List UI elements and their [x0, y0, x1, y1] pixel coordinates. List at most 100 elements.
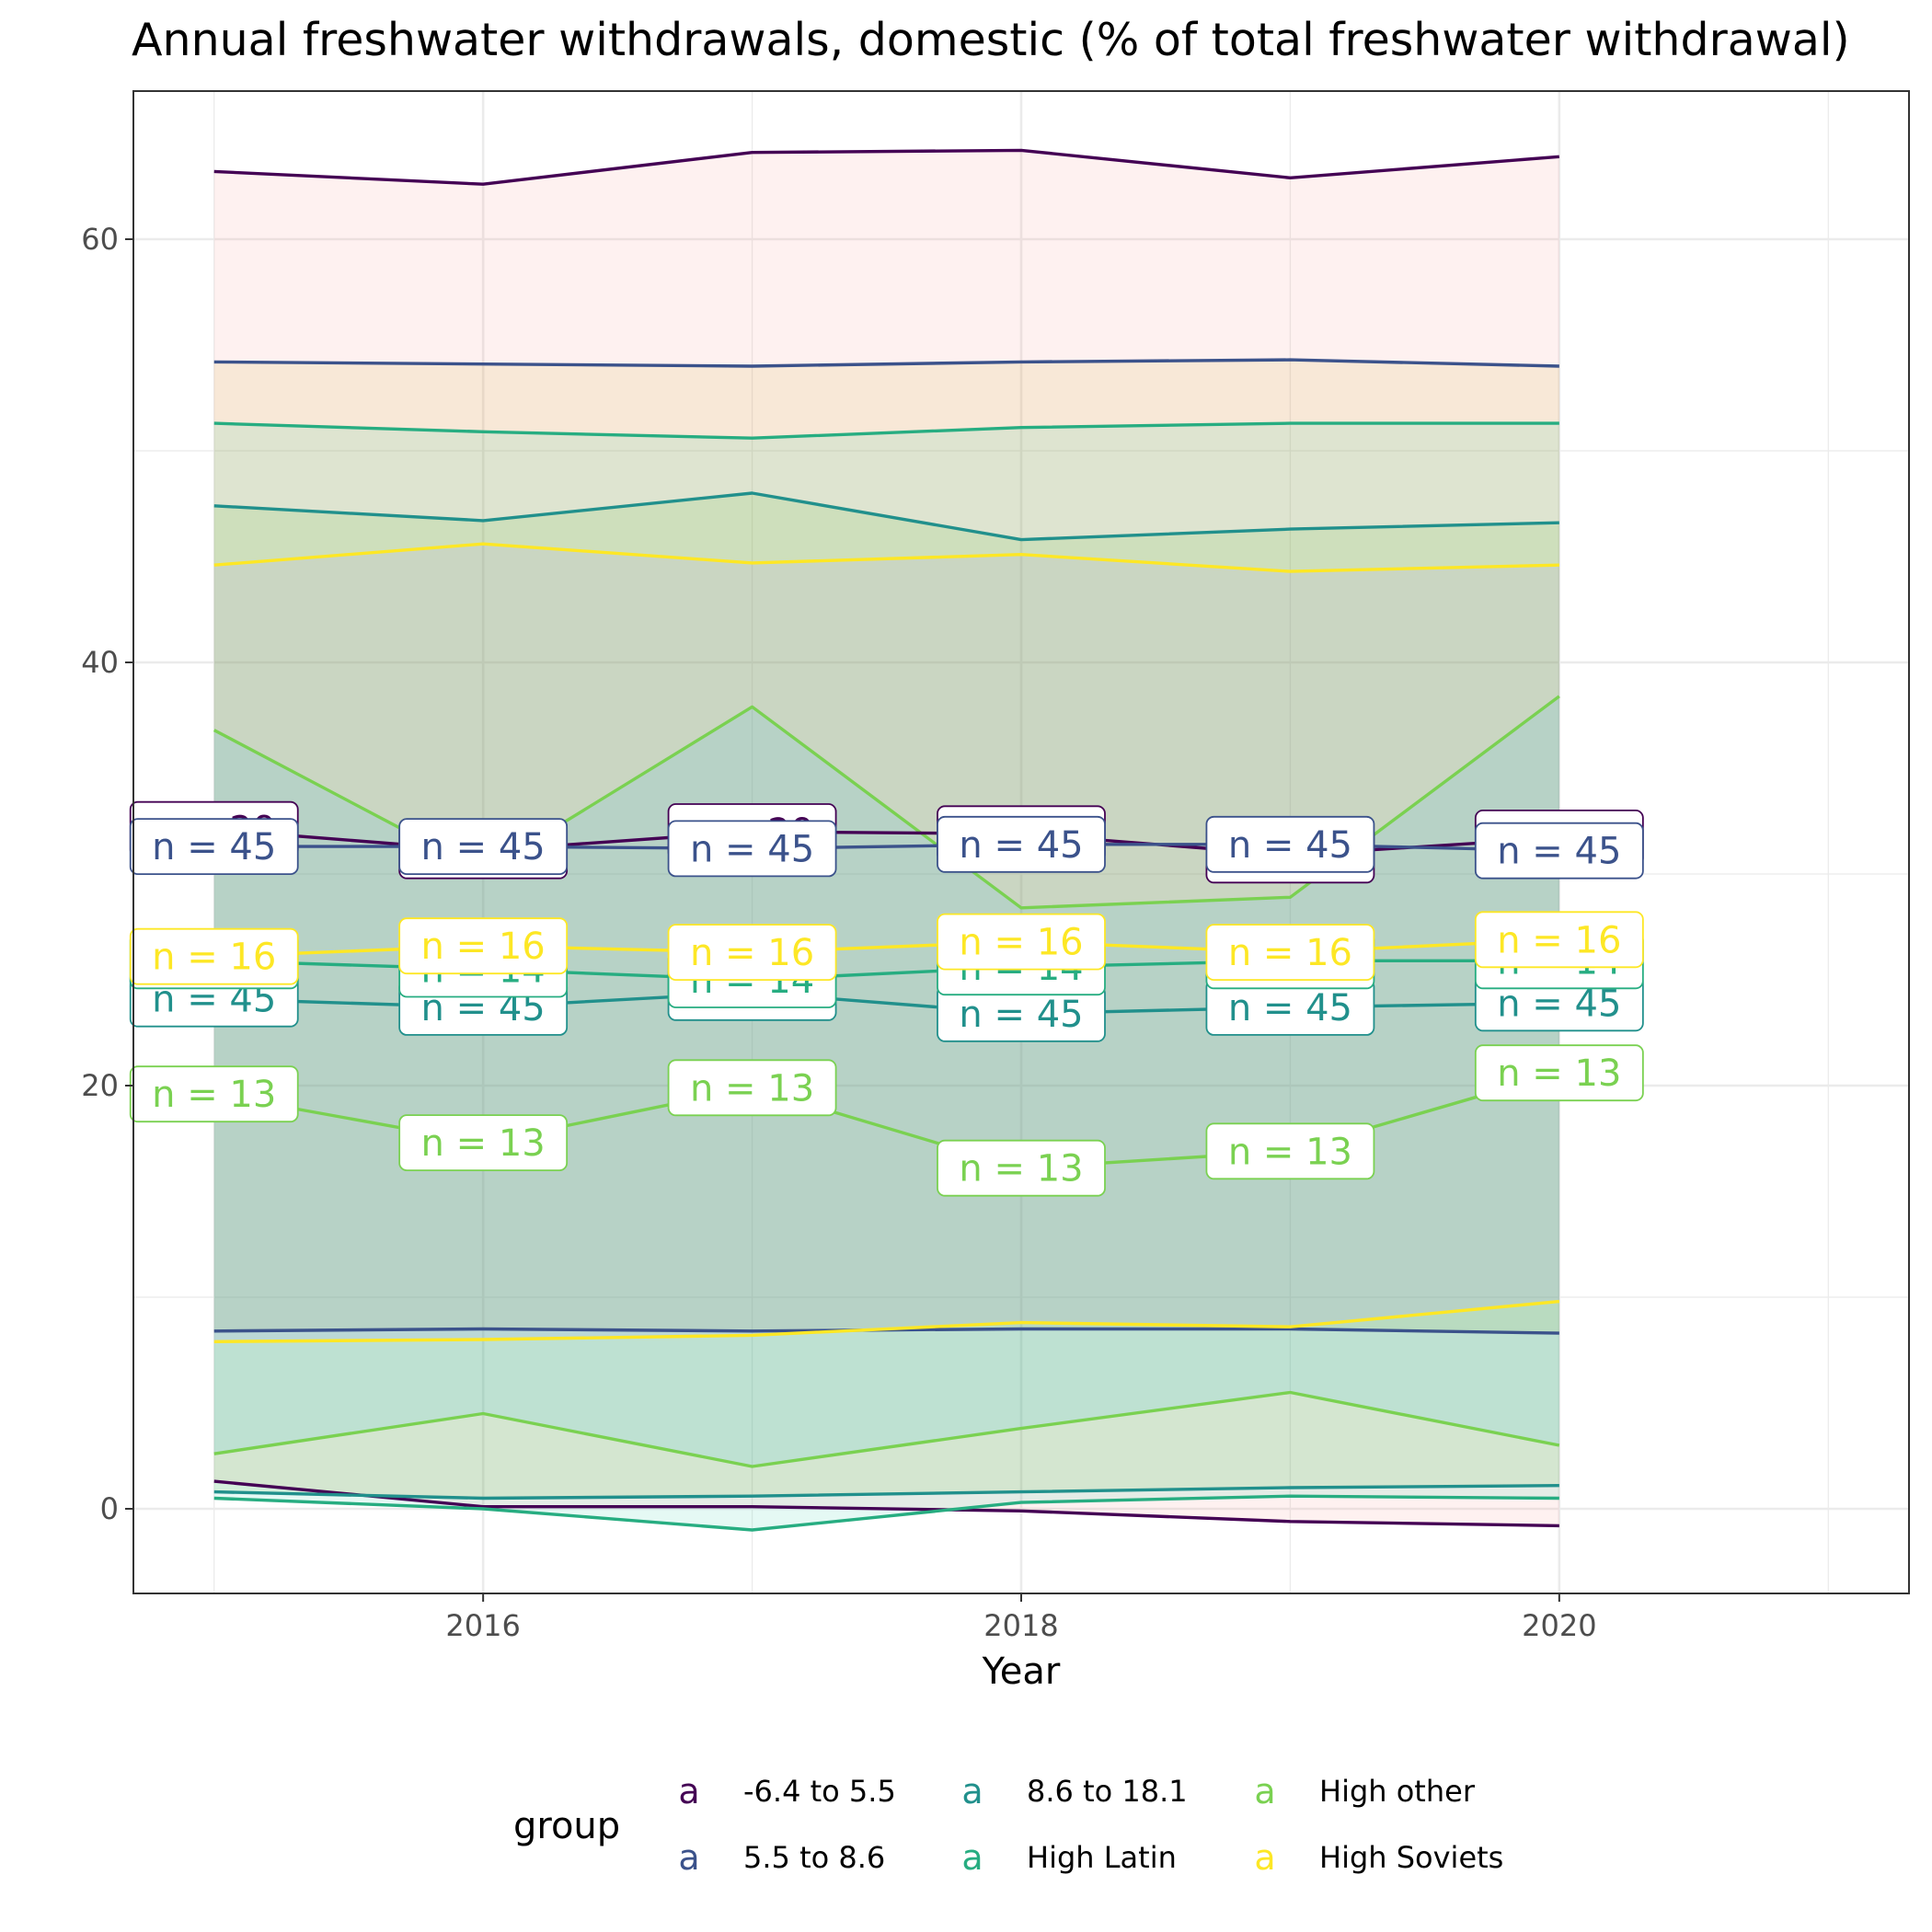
upper-line-8.6 to 18.1	[213, 491, 1559, 542]
n-label-text: n = 16	[1228, 932, 1352, 974]
x-tick-label: 2020	[1522, 1608, 1596, 1643]
lower-line--6.4 to 5.5	[213, 1479, 1559, 1528]
n-label: n = 13	[1205, 1122, 1375, 1180]
n-label-text: n = 45	[690, 828, 814, 870]
n-label-box	[1205, 815, 1375, 873]
n-label-text: n = 45	[1497, 983, 1621, 1025]
n-label-text: n = 45	[1228, 824, 1352, 867]
y-tick-label: 40	[81, 645, 119, 680]
n-label-text: n = 45	[152, 826, 276, 868]
n-label: n = 45	[1205, 815, 1375, 873]
n-label-text: n = 13	[152, 1074, 276, 1116]
n-label-box	[129, 927, 299, 985]
ribbon--6.4 to 5.5	[213, 150, 1559, 1526]
n-label-box	[1205, 1122, 1375, 1180]
legend: group a -6.4 to 5.5 a 5.5 to 8.6 a 8.6 to 18.…	[513, 1771, 1503, 1878]
legend-title: group	[513, 1805, 620, 1847]
n-label: n = 45	[937, 984, 1106, 1042]
n-label: n = 13	[937, 1139, 1106, 1197]
n-label: n = 16	[937, 913, 1106, 971]
n-label-text: n = 16	[959, 922, 1083, 964]
n-label-box	[398, 1114, 569, 1171]
n-label: n = 13	[129, 1065, 299, 1123]
n-label: n = 45	[398, 818, 569, 875]
n-label-text: n = 16	[1497, 919, 1621, 961]
n-label-box	[667, 820, 837, 878]
legend-item: a -6.4 to 5.5	[678, 1771, 895, 1811]
y-axis: 0 20 40 60	[81, 222, 133, 1526]
lower-line-High Latin	[213, 1494, 1559, 1532]
n-label: n = 16	[1205, 924, 1375, 981]
upper-line--6.4 to 5.5	[213, 148, 1559, 186]
n-label-box	[1474, 1044, 1644, 1102]
n-label-text: n = 45	[1228, 987, 1352, 1029]
n-label-box	[1474, 822, 1644, 880]
legend-item: a 5.5 to 8.6	[678, 1837, 885, 1878]
n-label-box	[129, 818, 299, 875]
n-label-box	[937, 913, 1106, 971]
n-label-box	[398, 818, 569, 875]
chart-title: Annual freshwater withdrawals, domestic …	[132, 14, 1850, 66]
n-label-text: n = 13	[421, 1122, 546, 1165]
legend-label: High Latin	[1027, 1840, 1177, 1875]
n-label: n = 13	[398, 1114, 569, 1171]
n-label: n = 45	[667, 820, 837, 878]
n-label-text: n = 13	[1497, 1052, 1621, 1095]
lower-line-High other	[213, 1390, 1560, 1468]
upper-line-5.5 to 8.6	[213, 358, 1559, 368]
x-axis: 2016 2018 2020	[445, 1593, 1597, 1643]
n-label: n = 45	[1474, 974, 1644, 1032]
n-label-text: n = 13	[1228, 1131, 1352, 1173]
n-label: n = 13	[1474, 1044, 1644, 1102]
n-label-text: n = 16	[421, 926, 546, 968]
n-label-text: n = 16	[690, 932, 814, 974]
legend-label: High Soviets	[1319, 1840, 1503, 1875]
n-label-text: n = 45	[959, 824, 1083, 867]
n-label: n = 16	[129, 927, 299, 985]
legend-item: a 8.6 to 18.1	[961, 1771, 1187, 1811]
legend-key: a	[678, 1837, 699, 1878]
ribbon-High Latin	[213, 423, 1559, 1531]
n-label: n = 45	[129, 818, 299, 875]
n-label-box	[129, 1065, 299, 1123]
lower-line-8.6 to 18.1	[213, 1484, 1559, 1501]
y-tick-label: 20	[81, 1068, 119, 1103]
legend-label: -6.4 to 5.5	[743, 1774, 896, 1809]
n-label: n = 45	[1205, 979, 1375, 1036]
legend-key: a	[678, 1771, 699, 1811]
n-label: n = 16	[1474, 911, 1644, 969]
n-label: n = 16	[667, 924, 837, 981]
x-tick-label: 2018	[983, 1608, 1058, 1643]
legend-item: a High Latin	[961, 1837, 1177, 1878]
legend-label: 5.5 to 8.6	[743, 1840, 885, 1875]
n-label-text: n = 13	[959, 1148, 1083, 1190]
y-tick-label: 0	[100, 1491, 119, 1526]
n-label: n = 45	[937, 815, 1106, 873]
n-label-box	[667, 924, 837, 981]
n-label: n = 13	[667, 1059, 837, 1117]
ribbon-8.6 to 18.1	[213, 493, 1559, 1499]
legend-label: 8.6 to 18.1	[1027, 1774, 1188, 1809]
upper-line-High Soviets	[213, 542, 1559, 573]
legend-key: a	[1254, 1837, 1275, 1878]
n-label-box	[937, 1139, 1106, 1197]
x-axis-title: Year	[982, 1650, 1061, 1693]
x-tick-label: 2016	[445, 1608, 520, 1643]
n-label-text: n = 13	[690, 1067, 814, 1110]
n-label-box	[937, 815, 1106, 873]
n-label-text: n = 45	[959, 994, 1083, 1036]
y-tick-label: 60	[81, 222, 119, 257]
legend-key: a	[1254, 1771, 1275, 1811]
legend-item: a High other	[1254, 1771, 1475, 1811]
n-label-box	[1205, 924, 1375, 981]
n-label-text: n = 16	[152, 937, 276, 979]
label-layer: n = 29n = 29n = 29n = 29n = 29n = 29n = …	[129, 800, 1644, 1197]
upper-line-High Latin	[213, 421, 1559, 440]
n-label: n = 45	[1474, 822, 1644, 880]
n-label-box	[398, 917, 569, 975]
legend-key: a	[961, 1837, 983, 1878]
n-label-text: n = 45	[421, 826, 546, 868]
legend-key: a	[961, 1771, 983, 1811]
legend-item: a High Soviets	[1254, 1837, 1503, 1878]
